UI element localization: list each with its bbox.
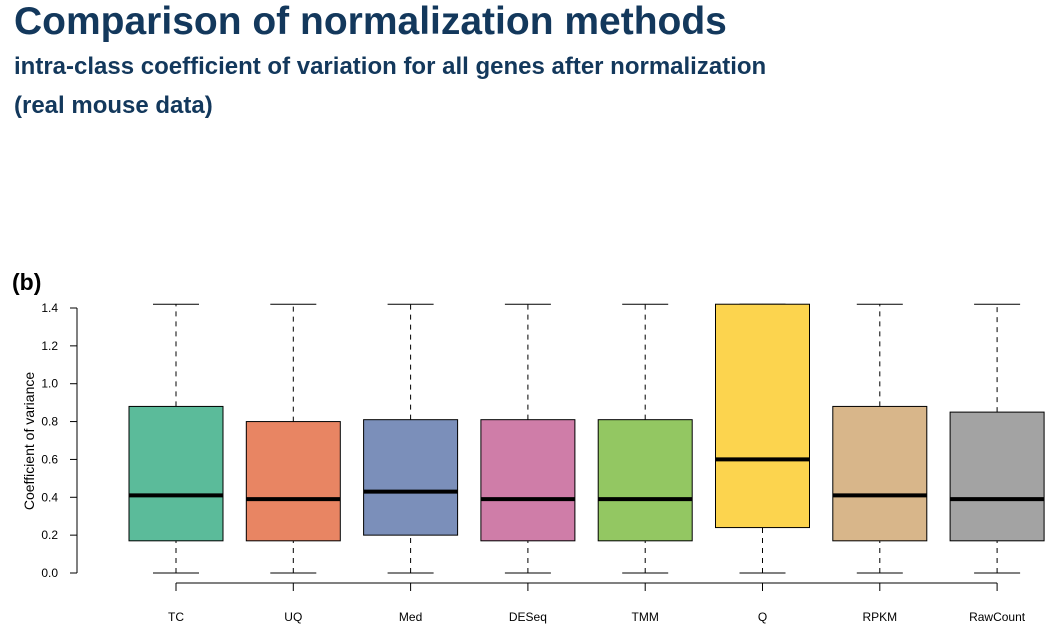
box-iqr	[363, 419, 459, 536]
y-tick-label: 1.4	[41, 301, 58, 315]
box-iqr	[245, 421, 341, 542]
x-axis: TC UQ Med DESeq TMM Q RPKM RawCount	[168, 582, 1026, 624]
y-tick-label: 0.2	[41, 528, 58, 542]
x-tick-label: RawCount	[969, 610, 1026, 624]
x-tick-label: DESeq	[509, 610, 547, 624]
x-tick-label: TC	[168, 610, 184, 624]
x-tick-label: Q	[758, 610, 767, 624]
box-rpkm	[832, 303, 928, 574]
box-iqr	[949, 411, 1045, 542]
box-rawcount	[949, 303, 1045, 574]
box-iqr	[715, 303, 810, 529]
y-tick-label: 1.0	[41, 377, 58, 391]
box-iqr	[597, 419, 693, 542]
x-tick-label: RPKM	[862, 610, 897, 624]
box-tmm	[597, 303, 693, 574]
page-title: Comparison of normalization methods	[14, 0, 727, 43]
y-tick-label: 1.2	[41, 339, 58, 353]
y-tick-label: 0.8	[41, 415, 58, 429]
box-iqr	[832, 405, 928, 542]
page-subtitle-line-2: (real mouse data)	[14, 92, 213, 119]
boxes-group	[128, 303, 1045, 574]
box-iqr	[128, 405, 224, 542]
x-tick-label: TMM	[632, 610, 659, 624]
y-axis: 0.0 0.2 0.4 0.6 0.8 1.0 1.2 1.4	[41, 301, 78, 580]
y-axis-label: Coefficient of variance	[21, 372, 37, 510]
box-med	[363, 303, 459, 574]
panel-label: (b)	[12, 269, 42, 295]
box-q	[715, 303, 810, 574]
y-tick-label: 0.6	[41, 452, 58, 466]
page-subtitle-line-1: intra-class coefficient of variation for…	[14, 53, 767, 80]
box-uq	[245, 303, 341, 574]
y-tick-label: 0.4	[41, 490, 58, 504]
y-tick-label: 0.0	[41, 566, 58, 580]
x-tick-label: UQ	[284, 610, 302, 624]
x-tick-label: Med	[399, 610, 422, 624]
box-iqr	[480, 419, 576, 542]
box-tc	[128, 303, 224, 574]
box-deseq	[480, 303, 576, 574]
